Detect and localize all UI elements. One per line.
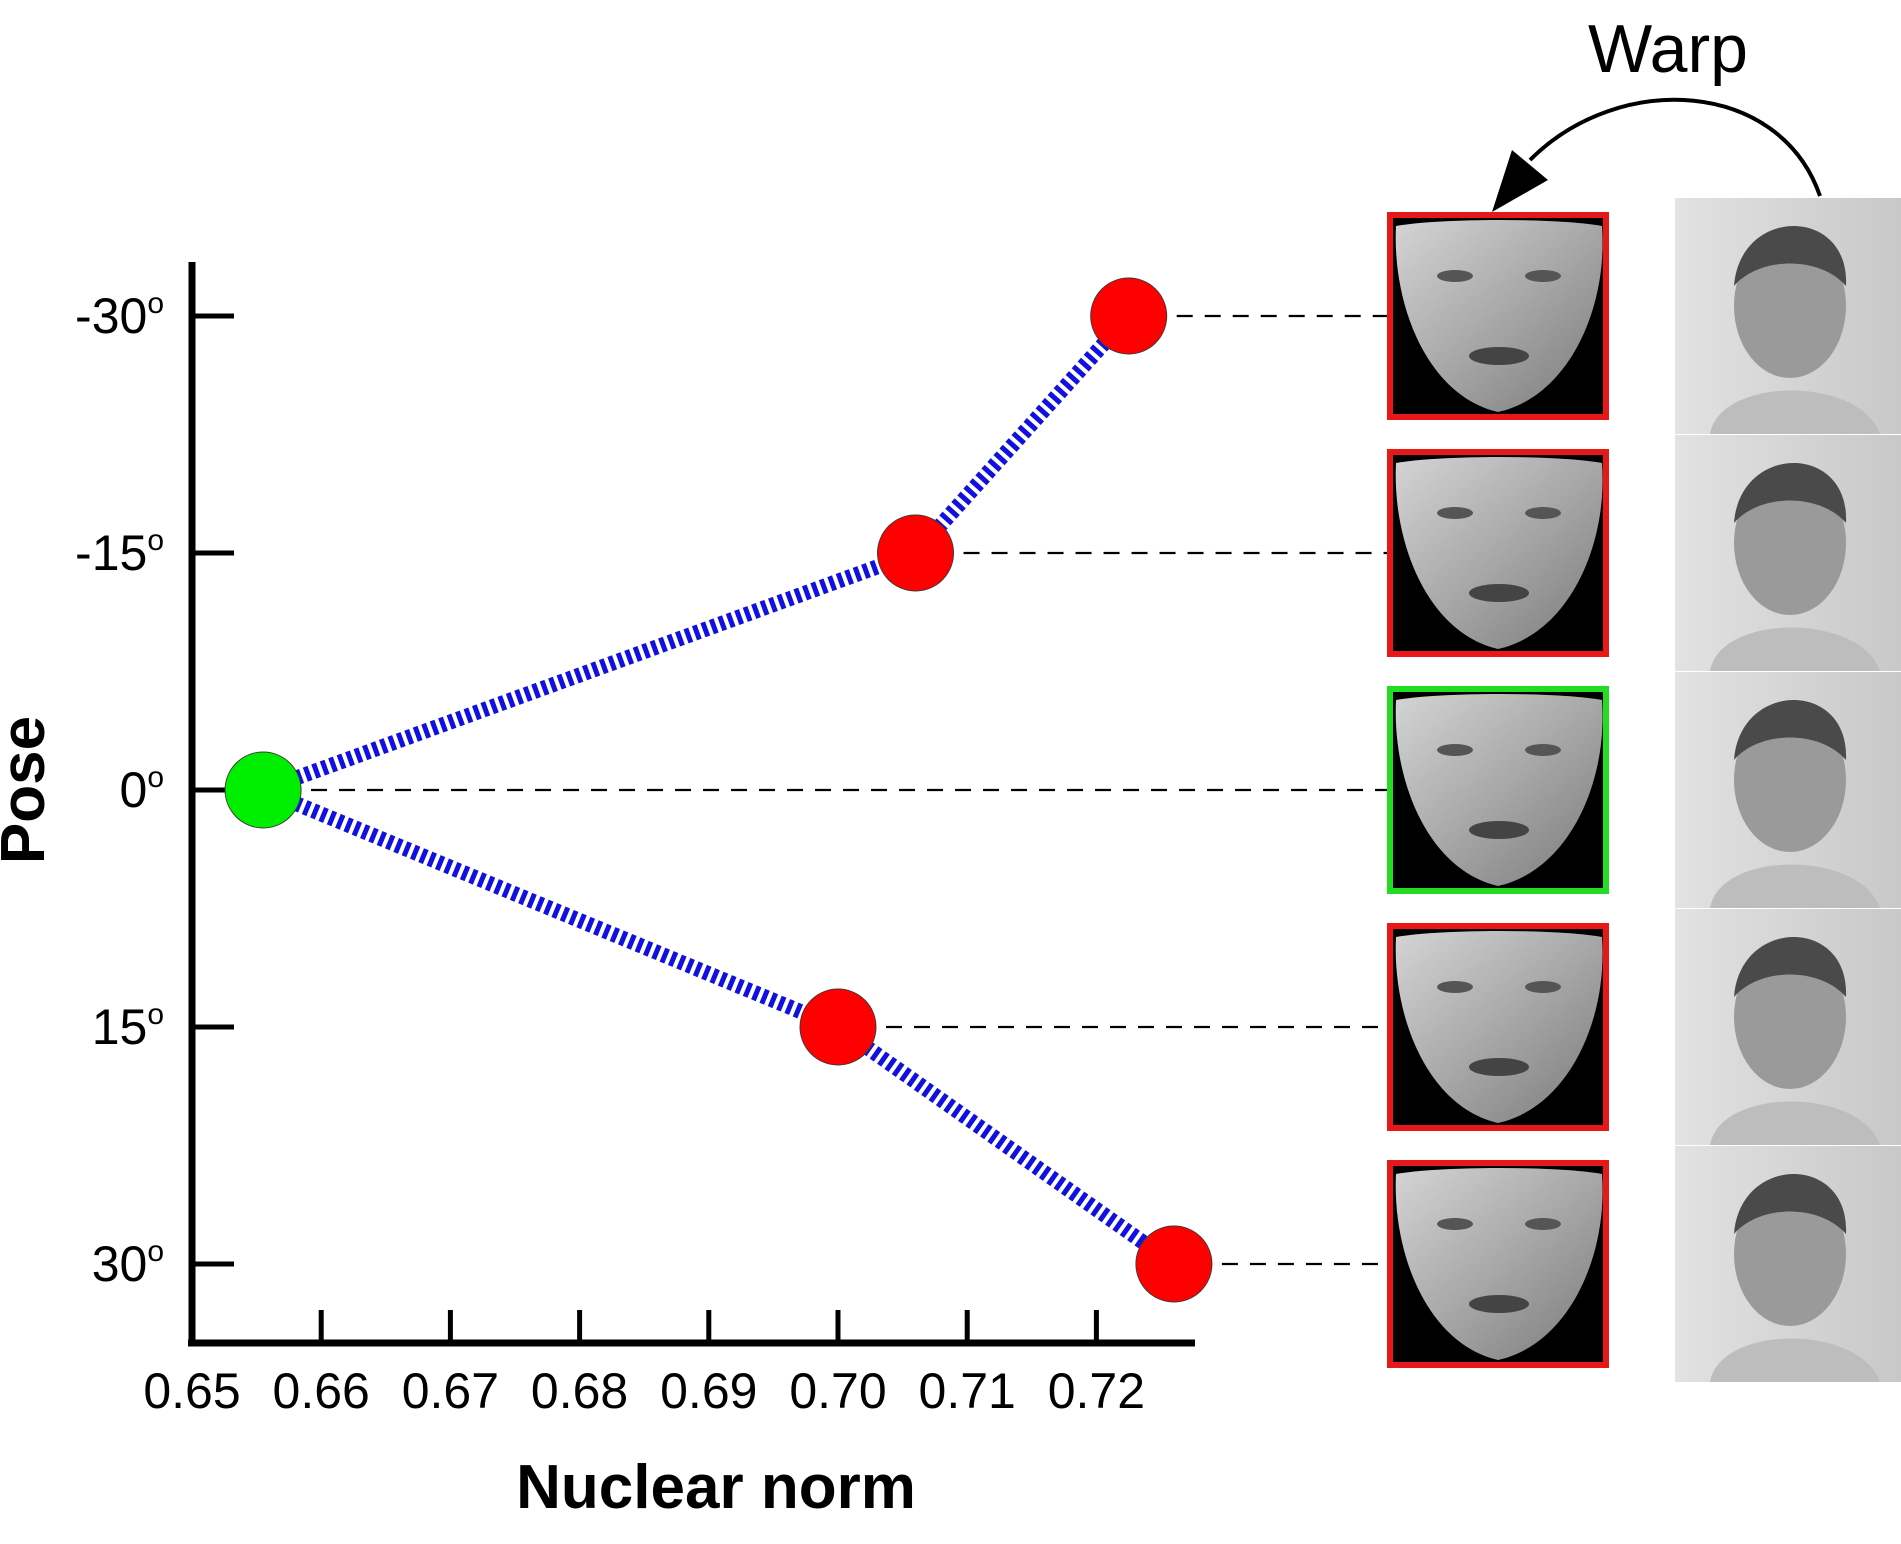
y-tick-label: 30o xyxy=(92,1235,164,1292)
mouth-shape xyxy=(1469,1295,1529,1313)
photo-hair xyxy=(1734,463,1847,523)
face-thumbnail xyxy=(1387,1160,1609,1368)
warped-face-shape xyxy=(1395,931,1603,1123)
thumbnail-frame xyxy=(1387,923,1609,1131)
x-tick-label: 0.65 xyxy=(143,1363,240,1419)
guide-lines xyxy=(283,314,1388,1266)
photo-shoulders xyxy=(1710,1101,1880,1145)
eye-shape xyxy=(1437,744,1473,756)
eye-shape xyxy=(1525,507,1561,519)
data-points xyxy=(224,277,1213,1303)
y-tick-label: 15o xyxy=(92,998,164,1055)
subject-photo xyxy=(1675,909,1901,1145)
x-tick-label: 0.72 xyxy=(1048,1363,1145,1419)
x-tick-label: 0.71 xyxy=(919,1363,1016,1419)
photo-hair xyxy=(1734,700,1847,760)
photo-head xyxy=(1734,945,1846,1089)
subject-photo xyxy=(1675,435,1901,671)
data-point xyxy=(1135,1225,1213,1303)
x-ticks: 0.65 0.66 0.67 0.68 0.69 0.70 0.71 0.72 xyxy=(143,1310,1145,1419)
data-point xyxy=(799,988,877,1066)
mouth-shape xyxy=(1469,821,1529,839)
face-thumbnail xyxy=(1387,449,1609,657)
warp-label: Warp xyxy=(1588,11,1748,87)
photo-shoulders xyxy=(1710,864,1880,908)
warped-face-shape xyxy=(1395,220,1603,412)
face-thumbnail xyxy=(1387,686,1609,894)
photo-shoulders xyxy=(1710,627,1880,671)
data-point xyxy=(1090,277,1168,355)
subject-photo xyxy=(1675,198,1901,434)
photo-head xyxy=(1734,471,1846,615)
photo-hair xyxy=(1734,937,1847,997)
mouth-shape xyxy=(1469,584,1529,602)
y-axis-title: Pose xyxy=(0,716,58,864)
photo-hair xyxy=(1734,1174,1847,1234)
eye-shape xyxy=(1525,270,1561,282)
mouth-shape xyxy=(1469,347,1529,365)
photo-hair xyxy=(1734,226,1847,286)
subject-photos xyxy=(1675,198,1901,1382)
axes xyxy=(188,262,1195,1347)
y-ticks: -30o -15o 0o 15o 30o xyxy=(75,287,234,1292)
x-tick-label: 0.69 xyxy=(660,1363,757,1419)
y-tick-label: 0o xyxy=(120,761,165,818)
thumbnail-frame xyxy=(1387,1160,1609,1368)
eye-shape xyxy=(1437,981,1473,993)
warp-arrow xyxy=(1528,97,1822,197)
x-axis-title: Nuclear norm xyxy=(516,1453,916,1522)
thumbnail-frame xyxy=(1387,686,1609,894)
y-tick-label: -30o xyxy=(75,287,164,344)
face-thumbnails xyxy=(1387,212,1609,1368)
photo-head xyxy=(1734,708,1846,852)
face-thumbnail xyxy=(1387,212,1609,420)
eye-shape xyxy=(1437,1218,1473,1230)
thumbnail-frame xyxy=(1387,449,1609,657)
warped-face-shape xyxy=(1395,694,1603,886)
photo-head xyxy=(1734,234,1846,378)
eye-shape xyxy=(1437,270,1473,282)
face-thumbnail xyxy=(1387,923,1609,1131)
thumbnail-frame xyxy=(1387,212,1609,420)
subject-photo xyxy=(1675,1146,1901,1382)
data-point xyxy=(224,751,302,829)
mouth-shape xyxy=(1469,1058,1529,1076)
photo-head xyxy=(1734,1182,1846,1326)
subject-photo xyxy=(1675,672,1901,908)
eye-shape xyxy=(1525,1218,1561,1230)
eye-shape xyxy=(1525,744,1561,756)
x-tick-label: 0.70 xyxy=(789,1363,886,1419)
photo-shoulders xyxy=(1710,390,1880,434)
y-tick-label: -15o xyxy=(75,524,164,581)
data-point xyxy=(877,514,955,592)
photo-shoulders xyxy=(1710,1338,1880,1382)
warped-face-shape xyxy=(1395,1168,1603,1360)
x-tick-label: 0.66 xyxy=(273,1363,370,1419)
eye-shape xyxy=(1525,981,1561,993)
warp-arrowhead xyxy=(1492,150,1548,212)
x-tick-label: 0.67 xyxy=(402,1363,499,1419)
x-tick-label: 0.68 xyxy=(531,1363,628,1419)
eye-shape xyxy=(1437,507,1473,519)
warped-face-shape xyxy=(1395,457,1603,649)
